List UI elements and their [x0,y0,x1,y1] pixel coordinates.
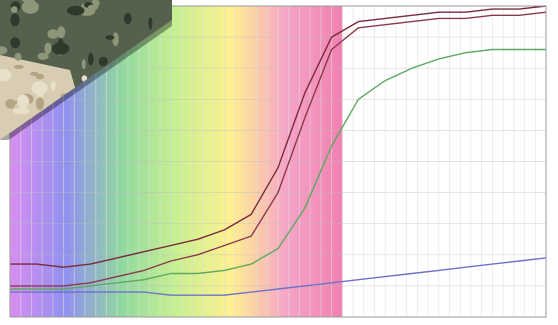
photo-camo-spot [21,0,35,3]
photo-camo-spot [148,71,167,82]
series-line-3 [10,48,546,290]
photo-camo-spot [157,110,168,115]
photo-camo-spot [57,26,66,39]
photo-camo-spot [159,41,170,50]
photo-camo-spot [13,107,30,115]
photo-camo-spot [151,58,167,68]
photo-camo-spot [0,69,12,82]
photo-camo-spot [35,97,45,111]
photo-camo-spot [115,130,129,139]
series-line-4 [10,257,547,296]
photo-camo-spot [95,90,107,95]
photo-camo-spot [35,73,45,80]
photo-camo-spot [146,52,158,64]
photo-camo-spot [158,124,172,136]
photo-camo-spot [132,94,140,104]
photo-camo-spot [167,86,172,98]
photo-camo-spot [105,35,115,40]
photo-camo-spot [112,32,119,47]
photo-camo-spot [21,0,39,14]
photo-camo-spot [13,64,24,69]
photo-camo-spot [98,56,108,67]
photo-camo-spot [122,68,134,79]
camouflage-photo-inset [0,0,172,140]
photo-camo-spot [10,37,21,49]
photo-camo-spot [50,81,56,92]
photo-camo-spot [149,45,157,52]
series-layer [10,5,547,296]
photo-camo-spot [127,88,134,95]
photo-camo-spot [31,81,48,95]
photo-camo-spot [5,99,16,109]
photo-camo-spot [73,96,82,111]
photo-camo-spot [11,6,18,14]
photo-camo-spot [87,4,99,11]
photo-camo-spot [0,46,8,55]
photo-camo-spot [17,94,30,109]
photo-camo-spot [47,29,59,39]
photo-camo-spot [44,42,52,54]
photo-camo-spot [81,75,88,82]
photo-camo-spot [10,13,20,27]
photo-camo-spot [151,76,157,83]
photo-camo-spot [139,98,152,112]
photo-camo-spot [148,60,156,71]
photo-camo-spot [30,71,39,76]
plot-frame [9,5,547,318]
photo-camo-spot [149,97,155,105]
photo-camo-spot [139,59,150,67]
photo-camo-spot [162,59,172,69]
series-line-1 [10,5,547,268]
photo-camo-spot [73,129,80,138]
photo-camo-spot [51,42,70,55]
photo-camo-spot [148,17,153,30]
photo-camo-spot [88,52,94,66]
photo-camo-spot [64,112,72,120]
photo-camo-spot [81,59,86,70]
photo-camo-spot [66,5,85,16]
series-line-2 [10,11,547,287]
photo-camo-spot [14,52,22,61]
photo-camo-spot [123,12,132,25]
photo-camo-spot [37,52,49,60]
photo-camo-spot [79,122,93,132]
